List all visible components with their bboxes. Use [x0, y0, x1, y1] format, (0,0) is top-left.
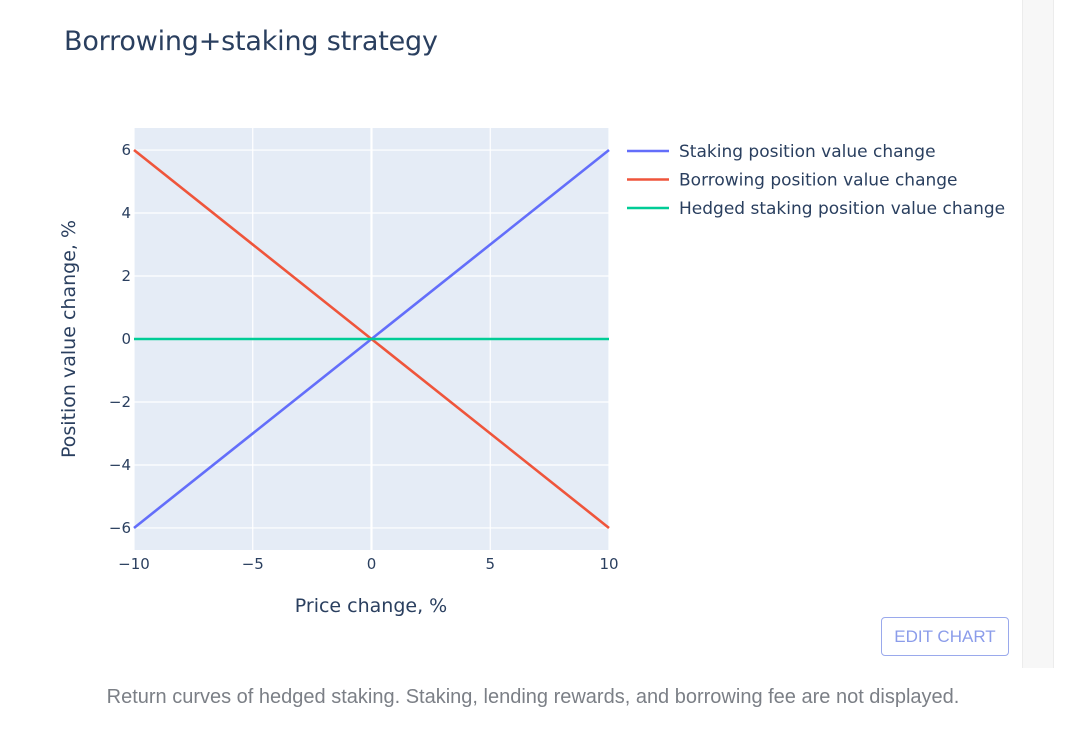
y-tick-labels: −6 −4 −2 0 2 4 6: [109, 141, 131, 537]
x-tick-labels: −10 −5 0 5 10: [118, 555, 618, 573]
legend[interactable]: Staking position value change Borrowing p…: [627, 142, 1005, 219]
chart-caption: Return curves of hedged staking. Staking…: [106, 686, 960, 708]
chart-svg: −10 −5 0 5 10 −6 −4 −2 0 2 4 6 Price change, % Pos…: [58, 128, 1005, 617]
y-axis-label: Position value change, %: [58, 220, 80, 458]
legend-label: Borrowing position value change: [679, 171, 958, 191]
legend-item-0[interactable]: Staking position value change: [627, 142, 936, 162]
y-tick-label: −4: [109, 456, 131, 474]
x-tick-label: 0: [367, 555, 377, 573]
y-tick-label: −6: [109, 519, 131, 537]
y-tick-label: −2: [109, 393, 131, 411]
scrollbar-track[interactable]: [1022, 0, 1054, 668]
y-tick-label: 2: [121, 267, 131, 285]
legend-item-1[interactable]: Borrowing position value change: [627, 171, 958, 191]
y-tick-label: 0: [121, 330, 131, 348]
series-lines: [133, 149, 610, 529]
x-tick-label: −5: [242, 555, 264, 573]
x-tick-label: 5: [485, 555, 495, 573]
chart-card: Borrowing+staking strategy −10 −5 0 5 10 −6−…: [58, 26, 1009, 656]
legend-label: Staking position value change: [679, 142, 936, 162]
y-tick-label: 6: [121, 141, 131, 159]
x-axis-label: Price change, %: [295, 595, 447, 617]
edit-chart-button[interactable]: EDIT CHART: [881, 617, 1009, 656]
y-tick-label: 4: [121, 204, 131, 222]
legend-label: Hedged staking position value change: [679, 199, 1005, 219]
legend-item-2[interactable]: Hedged staking position value change: [627, 199, 1005, 219]
x-tick-label: −10: [118, 555, 150, 573]
x-tick-label: 10: [599, 555, 618, 573]
chart-title: Borrowing+staking strategy: [64, 26, 438, 57]
